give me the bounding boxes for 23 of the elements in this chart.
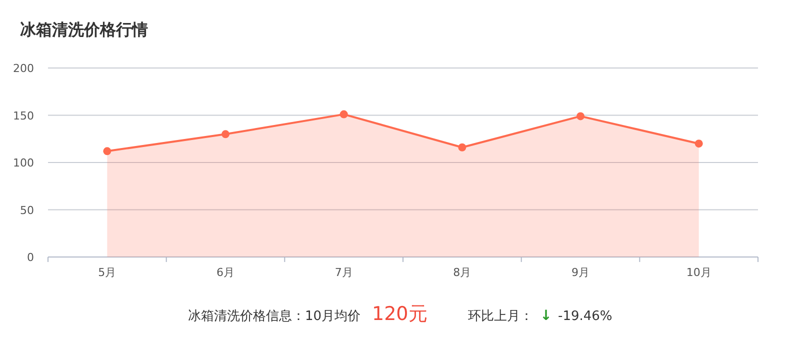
x-tick-label: 8月 <box>453 266 472 279</box>
text: 环比上月： <box>468 309 533 324</box>
y-tick-label: 150 <box>13 109 34 122</box>
x-tick-label: 5月 <box>98 266 116 279</box>
y-tick-label: 0 <box>27 251 34 264</box>
point <box>103 147 112 156</box>
x-tick-label: 6月 <box>216 266 234 279</box>
y-tick-label: 200 <box>13 62 34 75</box>
point <box>694 140 703 148</box>
point <box>340 110 348 118</box>
y-tick-label: 100 <box>13 156 34 170</box>
text: ↓ <box>540 308 552 324</box>
x-tick-label: 7月 <box>334 266 353 279</box>
x-tick-label: 9月 <box>572 266 590 279</box>
text: -19.46% <box>558 309 612 324</box>
point <box>222 130 230 138</box>
text: 冰箱清洗价格信息：10月均价 <box>188 309 361 324</box>
chart-title: 冰箱清洗价格行情 <box>20 20 148 39</box>
y-tick-label: 50 <box>20 204 34 217</box>
text: 120元 <box>372 303 428 325</box>
point <box>458 143 466 152</box>
point <box>576 112 584 120</box>
x-tick-label: 10月 <box>686 266 712 279</box>
